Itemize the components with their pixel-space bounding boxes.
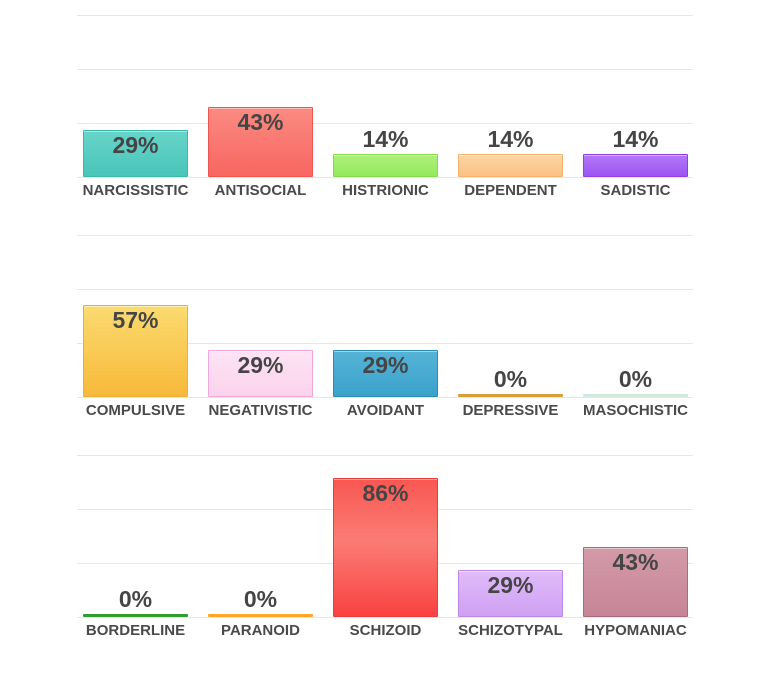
category-label-schizoid: SCHIZOID	[349, 622, 422, 639]
bar-value-paranoid: 0%	[243, 586, 278, 612]
category-label-schizotypal: SCHIZOTYPAL	[458, 622, 563, 639]
bar-value-dependent: 14%	[487, 126, 534, 152]
bar-value-sadistic: 14%	[612, 126, 659, 152]
bar-masochistic[interactable]	[583, 394, 688, 397]
bar-value-compulsive: 57%	[112, 307, 159, 333]
bar-schizotypal[interactable]	[458, 570, 563, 617]
bar-value-schizotypal: 29%	[487, 572, 534, 598]
bar-value-hypomaniac: 43%	[612, 549, 659, 575]
bar-hypomaniac[interactable]	[583, 547, 688, 617]
category-label-paranoid: PARANOID	[221, 622, 300, 639]
bar-value-histrionic: 14%	[362, 126, 409, 152]
baseline-gridline	[77, 617, 693, 618]
bar-value-schizoid: 86%	[362, 480, 409, 506]
bar-narcissistic[interactable]	[83, 130, 188, 177]
bar-paranoid[interactable]	[208, 614, 313, 617]
gridline	[77, 343, 693, 344]
bar-value-depressive: 0%	[493, 366, 528, 392]
bar-compulsive[interactable]	[83, 305, 188, 397]
category-label-histrionic: HISTRIONIC	[342, 182, 429, 199]
gridline	[77, 235, 693, 236]
category-label-narcissistic: NARCISSISTIC	[82, 182, 189, 199]
bar-borderline[interactable]	[83, 614, 188, 617]
bar-antisocial[interactable]	[208, 107, 313, 177]
bar-negativistic[interactable]	[208, 350, 313, 397]
category-label-masochistic: MASOCHISTIC	[583, 402, 688, 419]
bar-value-avoidant: 29%	[362, 352, 409, 378]
bar-value-narcissistic: 29%	[112, 132, 159, 158]
baseline-gridline	[77, 177, 693, 178]
baseline-gridline	[77, 397, 693, 398]
bar-value-negativistic: 29%	[237, 352, 284, 378]
category-label-negativistic: NEGATIVISTIC	[208, 402, 313, 419]
gridline	[77, 15, 693, 16]
bar-value-masochistic: 0%	[618, 366, 653, 392]
bar-value-borderline: 0%	[118, 586, 153, 612]
bar-sadistic[interactable]	[583, 154, 688, 177]
category-label-compulsive: COMPULSIVE	[85, 402, 186, 419]
bar-schizoid[interactable]	[333, 478, 438, 617]
category-label-sadistic: SADISTIC	[600, 182, 671, 199]
category-label-hypomaniac: HYPOMANIAC	[584, 622, 687, 639]
category-label-dependent: DEPENDENT	[464, 182, 557, 199]
category-label-avoidant: AVOIDANT	[346, 402, 425, 419]
gridline	[77, 123, 693, 124]
bar-value-antisocial: 43%	[237, 109, 284, 135]
category-label-antisocial: ANTISOCIAL	[214, 182, 307, 199]
bar-histrionic[interactable]	[333, 154, 438, 177]
gridline	[77, 69, 693, 70]
category-label-depressive: DEPRESSIVE	[462, 402, 559, 419]
bar-depressive[interactable]	[458, 394, 563, 397]
category-label-borderline: BORDERLINE	[85, 622, 186, 639]
gridline	[77, 289, 693, 290]
bar-dependent[interactable]	[458, 154, 563, 177]
bar-avoidant[interactable]	[333, 350, 438, 397]
gridline	[77, 455, 693, 456]
